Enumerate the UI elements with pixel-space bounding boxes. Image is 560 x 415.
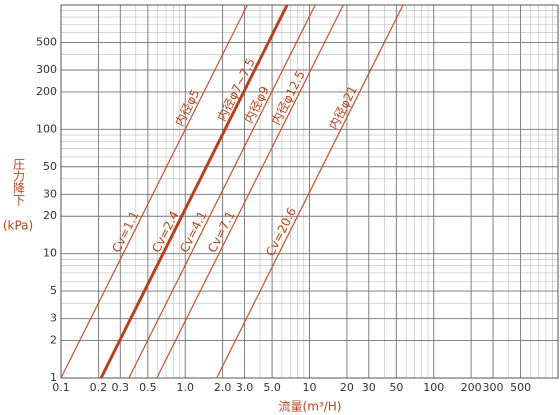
y-tick-label: 200 <box>36 85 57 98</box>
y-tick-label: 100 <box>36 122 57 135</box>
x-axis-label: 流量(m³/H) <box>279 400 342 414</box>
x-tick-label: 30 <box>362 381 376 394</box>
y-tick-label: 3 <box>50 312 57 325</box>
y-axis-unit: (kPa) <box>3 219 33 233</box>
diameter-label: 内径φ5 <box>172 87 202 129</box>
series-line <box>60 4 248 379</box>
y-tick-label: 300 <box>36 63 57 76</box>
y-tick-label: 5 <box>50 284 57 297</box>
series-line <box>216 4 404 379</box>
x-tick-label: 0.2 <box>90 381 108 394</box>
y-tick-label: 1 <box>50 371 57 384</box>
x-tick-label: 1.0 <box>177 381 195 394</box>
x-tick-label: 20 <box>340 381 354 394</box>
x-tick-label: 500 <box>510 381 531 394</box>
y-tick-label: 20 <box>43 209 57 222</box>
series-line <box>128 4 316 379</box>
x-tick-label: 3.0 <box>236 381 254 394</box>
x-tick-label: 50 <box>389 381 403 394</box>
x-tick-label: 2.0 <box>214 381 232 394</box>
x-tick-label: 0.3 <box>112 381 130 394</box>
y-tick-label: 500 <box>36 35 57 48</box>
series-line <box>99 4 289 379</box>
series-label: Cv=20.6 <box>263 205 299 258</box>
x-tick-label: 0.1 <box>52 381 70 394</box>
diameter-label: 内径φ12.5 <box>269 68 308 127</box>
series-line <box>156 4 344 379</box>
y-tick-label: 10 <box>43 247 57 260</box>
y-tick-label: 30 <box>43 187 57 200</box>
x-tick-label: 5.0 <box>263 381 281 394</box>
x-tick-label: 100 <box>423 381 444 394</box>
y-tick-label: 2 <box>50 334 57 347</box>
plot-frame <box>60 4 559 379</box>
x-tick-label: 300 <box>483 381 504 394</box>
y-tick-label: 50 <box>43 160 57 173</box>
x-tick-label: 10 <box>303 381 317 394</box>
y-axis-label: 圧力降下 <box>12 158 26 206</box>
x-tick-label: 200 <box>461 381 482 394</box>
x-tick-label: 0.5 <box>139 381 157 394</box>
